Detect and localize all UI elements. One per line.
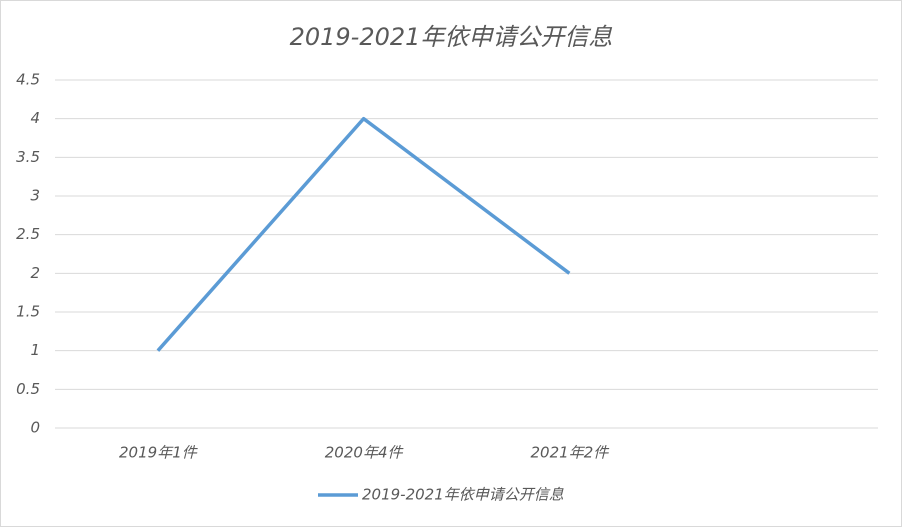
y-tick-label: 0.5 <box>16 380 40 398</box>
y-tick-label: 4 <box>30 109 40 127</box>
y-tick-label: 4.5 <box>16 71 40 89</box>
y-tick-label: 2 <box>30 264 40 282</box>
y-tick-label: 2.5 <box>16 225 40 243</box>
x-tick-label: 2019年1件 <box>119 444 199 462</box>
y-tick-label: 3.5 <box>16 148 40 166</box>
y-tick-label: 3 <box>30 187 40 205</box>
x-tick-label: 2021年2件 <box>531 444 611 462</box>
line-series <box>156 116 571 352</box>
chart-title: 2019-2021年依申请公开信息 <box>290 23 613 51</box>
x-tick-label: 2020年4件 <box>325 444 405 462</box>
y-tick-label: 1 <box>30 341 40 359</box>
legend-label: 2019-2021年依申请公开信息 <box>362 486 564 504</box>
y-tick-label: 0 <box>30 419 40 437</box>
y-tick-label: 1.5 <box>16 303 40 321</box>
